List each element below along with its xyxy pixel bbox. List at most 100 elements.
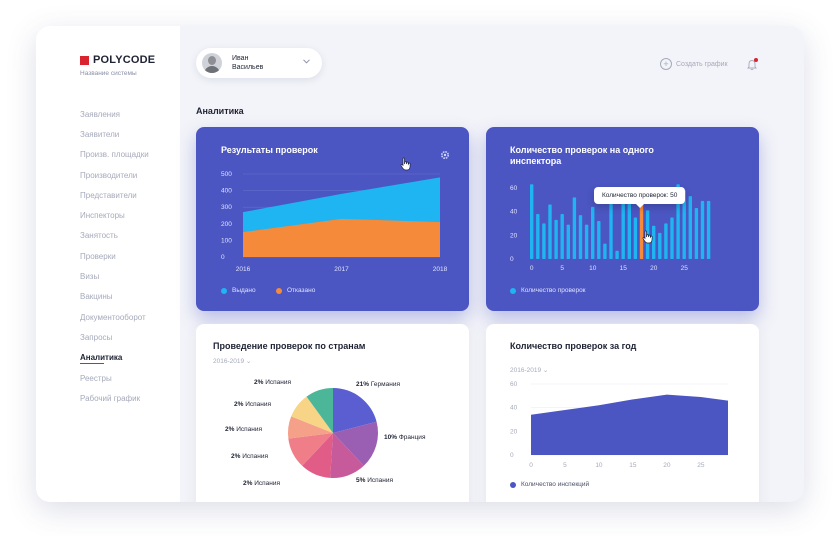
countries-card-title: Проведение проверок по странам [213,341,366,351]
user-menu[interactable]: Иван Васильев [196,48,322,78]
pie-label: 2% Испания [254,379,291,386]
y-tick-label: 40 [510,209,518,216]
pie-slice [291,396,333,433]
cursor-hand-icon [400,157,411,171]
sidebar-item-production-sites[interactable]: Произв. площадки [80,150,149,160]
notification-dot [754,58,758,62]
x-tick-label: 0 [529,462,533,469]
sidebar-item-vaccines[interactable]: Вакцины [80,292,113,302]
pie-label-pct: 2% [254,379,265,386]
x-tick-label: 20 [650,265,658,272]
sidebar-item-requests[interactable]: Запросы [80,332,113,342]
create-chart-label: Создать график [676,60,728,68]
bar [566,224,570,259]
y-tick-label: 0 [510,256,514,263]
per-inspector-bar-chart: 0 20 40 60 0 5 10 15 20 25 [510,184,711,272]
sidebar-item-inspectors[interactable]: Инспекторы [80,211,125,221]
bar [652,225,656,259]
bar [700,200,705,259]
sidebar-item-manufacturers[interactable]: Производители [80,170,138,180]
bar [536,213,540,259]
pie-label: 21% Германия [356,381,400,388]
sidebar-item-applicants[interactable]: Заявители [80,129,120,139]
bar [706,200,711,259]
y-tick-label: 400 [221,188,232,195]
x-tick-label: 2018 [433,266,448,273]
pie-label: 2% Испания [234,401,271,408]
bar [621,202,625,259]
page-title: Аналитика [196,106,244,116]
pie-label-country: Испания [367,477,393,484]
pie-label: 2% Испания [231,453,268,460]
bar [682,190,686,259]
x-tick-label: 20 [663,462,671,469]
per-inspector-legend: Количество проверок [510,287,586,294]
sidebar-item-schedule[interactable]: Рабочий график [80,393,141,403]
bar [578,215,583,259]
pie-label: 2% Испания [225,426,262,433]
bar [615,250,619,259]
pie-label: 10% Франция [384,434,426,441]
countries-period-select[interactable]: 2016-2019 ⌄ [213,358,252,365]
bar [664,223,668,259]
per-inspector-card: Количество проверок на одного инспектора… [486,127,759,311]
plus-icon: + [660,58,672,70]
x-tick-label: 15 [629,462,637,469]
bar [591,206,595,259]
x-tick-label: 25 [697,462,705,469]
pie-label-pct: 2% [225,426,236,433]
sidebar-item-applications[interactable]: Заявления [80,109,121,119]
sidebar-item-visas[interactable]: Визы [80,272,100,282]
bar [572,197,577,259]
sidebar-item-inspections[interactable]: Проверки [80,251,116,261]
logo[interactable]: POLYCODE [80,54,155,66]
pie-label-country: Испания [245,401,271,408]
per-year-card: Количество проверок за год 2016-2019 ⌄ 0… [486,324,759,502]
sidebar-item-registries[interactable]: Реестры [80,373,112,383]
pie-label: 2% Испания [243,480,280,487]
y-tick-label: 0 [221,254,225,261]
results-legend-issued: Выдано [221,287,256,294]
gear-icon[interactable] [440,147,450,165]
per-year-period-select[interactable]: 2016-2019 ⌄ [510,367,549,374]
bar [597,221,601,259]
x-tick-label: 10 [589,265,597,272]
pie-label-pct: 21% [356,381,371,388]
sidebar-item-documents[interactable]: Документооборот [80,312,146,322]
area-series-inspections [531,394,728,455]
y-tick-label: 0 [510,452,514,459]
pie-label-country: Испания [254,480,280,487]
sidebar-item-analytics[interactable]: Аналитика [80,348,149,368]
bar [560,213,564,259]
sidebar-item-workload[interactable]: Занятость [80,231,118,241]
bar [627,196,631,259]
y-tick-label: 40 [510,405,518,412]
notifications-bell[interactable] [746,58,758,70]
x-tick-label: 10 [595,462,603,469]
sidebar-item-representatives[interactable]: Представители [80,190,137,200]
per-year-area-chart: 0 20 40 60 0 5 10 15 20 25 [510,381,728,469]
bar-tooltip: Количество проверок: 50 [594,187,686,208]
cursor-hand-icon [642,230,653,244]
x-tick-label: 0 [530,265,534,272]
create-chart-button[interactable]: + Создать график [660,58,728,70]
pie-slice [302,433,333,478]
pie-slice [333,421,378,466]
bar [603,243,607,259]
bar [542,223,546,259]
per-year-card-title: Количество проверок за год [510,341,637,351]
pie-label-pct: 5% [356,477,367,484]
x-tick-label: 2016 [236,266,251,273]
pie-label-country: Испания [265,379,291,386]
y-tick-label: 100 [221,237,232,244]
results-legend-refused: Отказано [276,287,315,294]
user-first-name: Иван [232,55,249,62]
pie-label-country: Испания [242,453,268,460]
area-series-refused [243,218,440,257]
pie-label-country: Германия [371,381,401,388]
y-tick-label: 500 [221,171,232,178]
x-tick-label: 5 [560,265,564,272]
pie-slice [330,433,364,478]
pie-slice [333,388,377,433]
sidebar: POLYCODE Название системы Заявления Заяв… [36,26,180,502]
